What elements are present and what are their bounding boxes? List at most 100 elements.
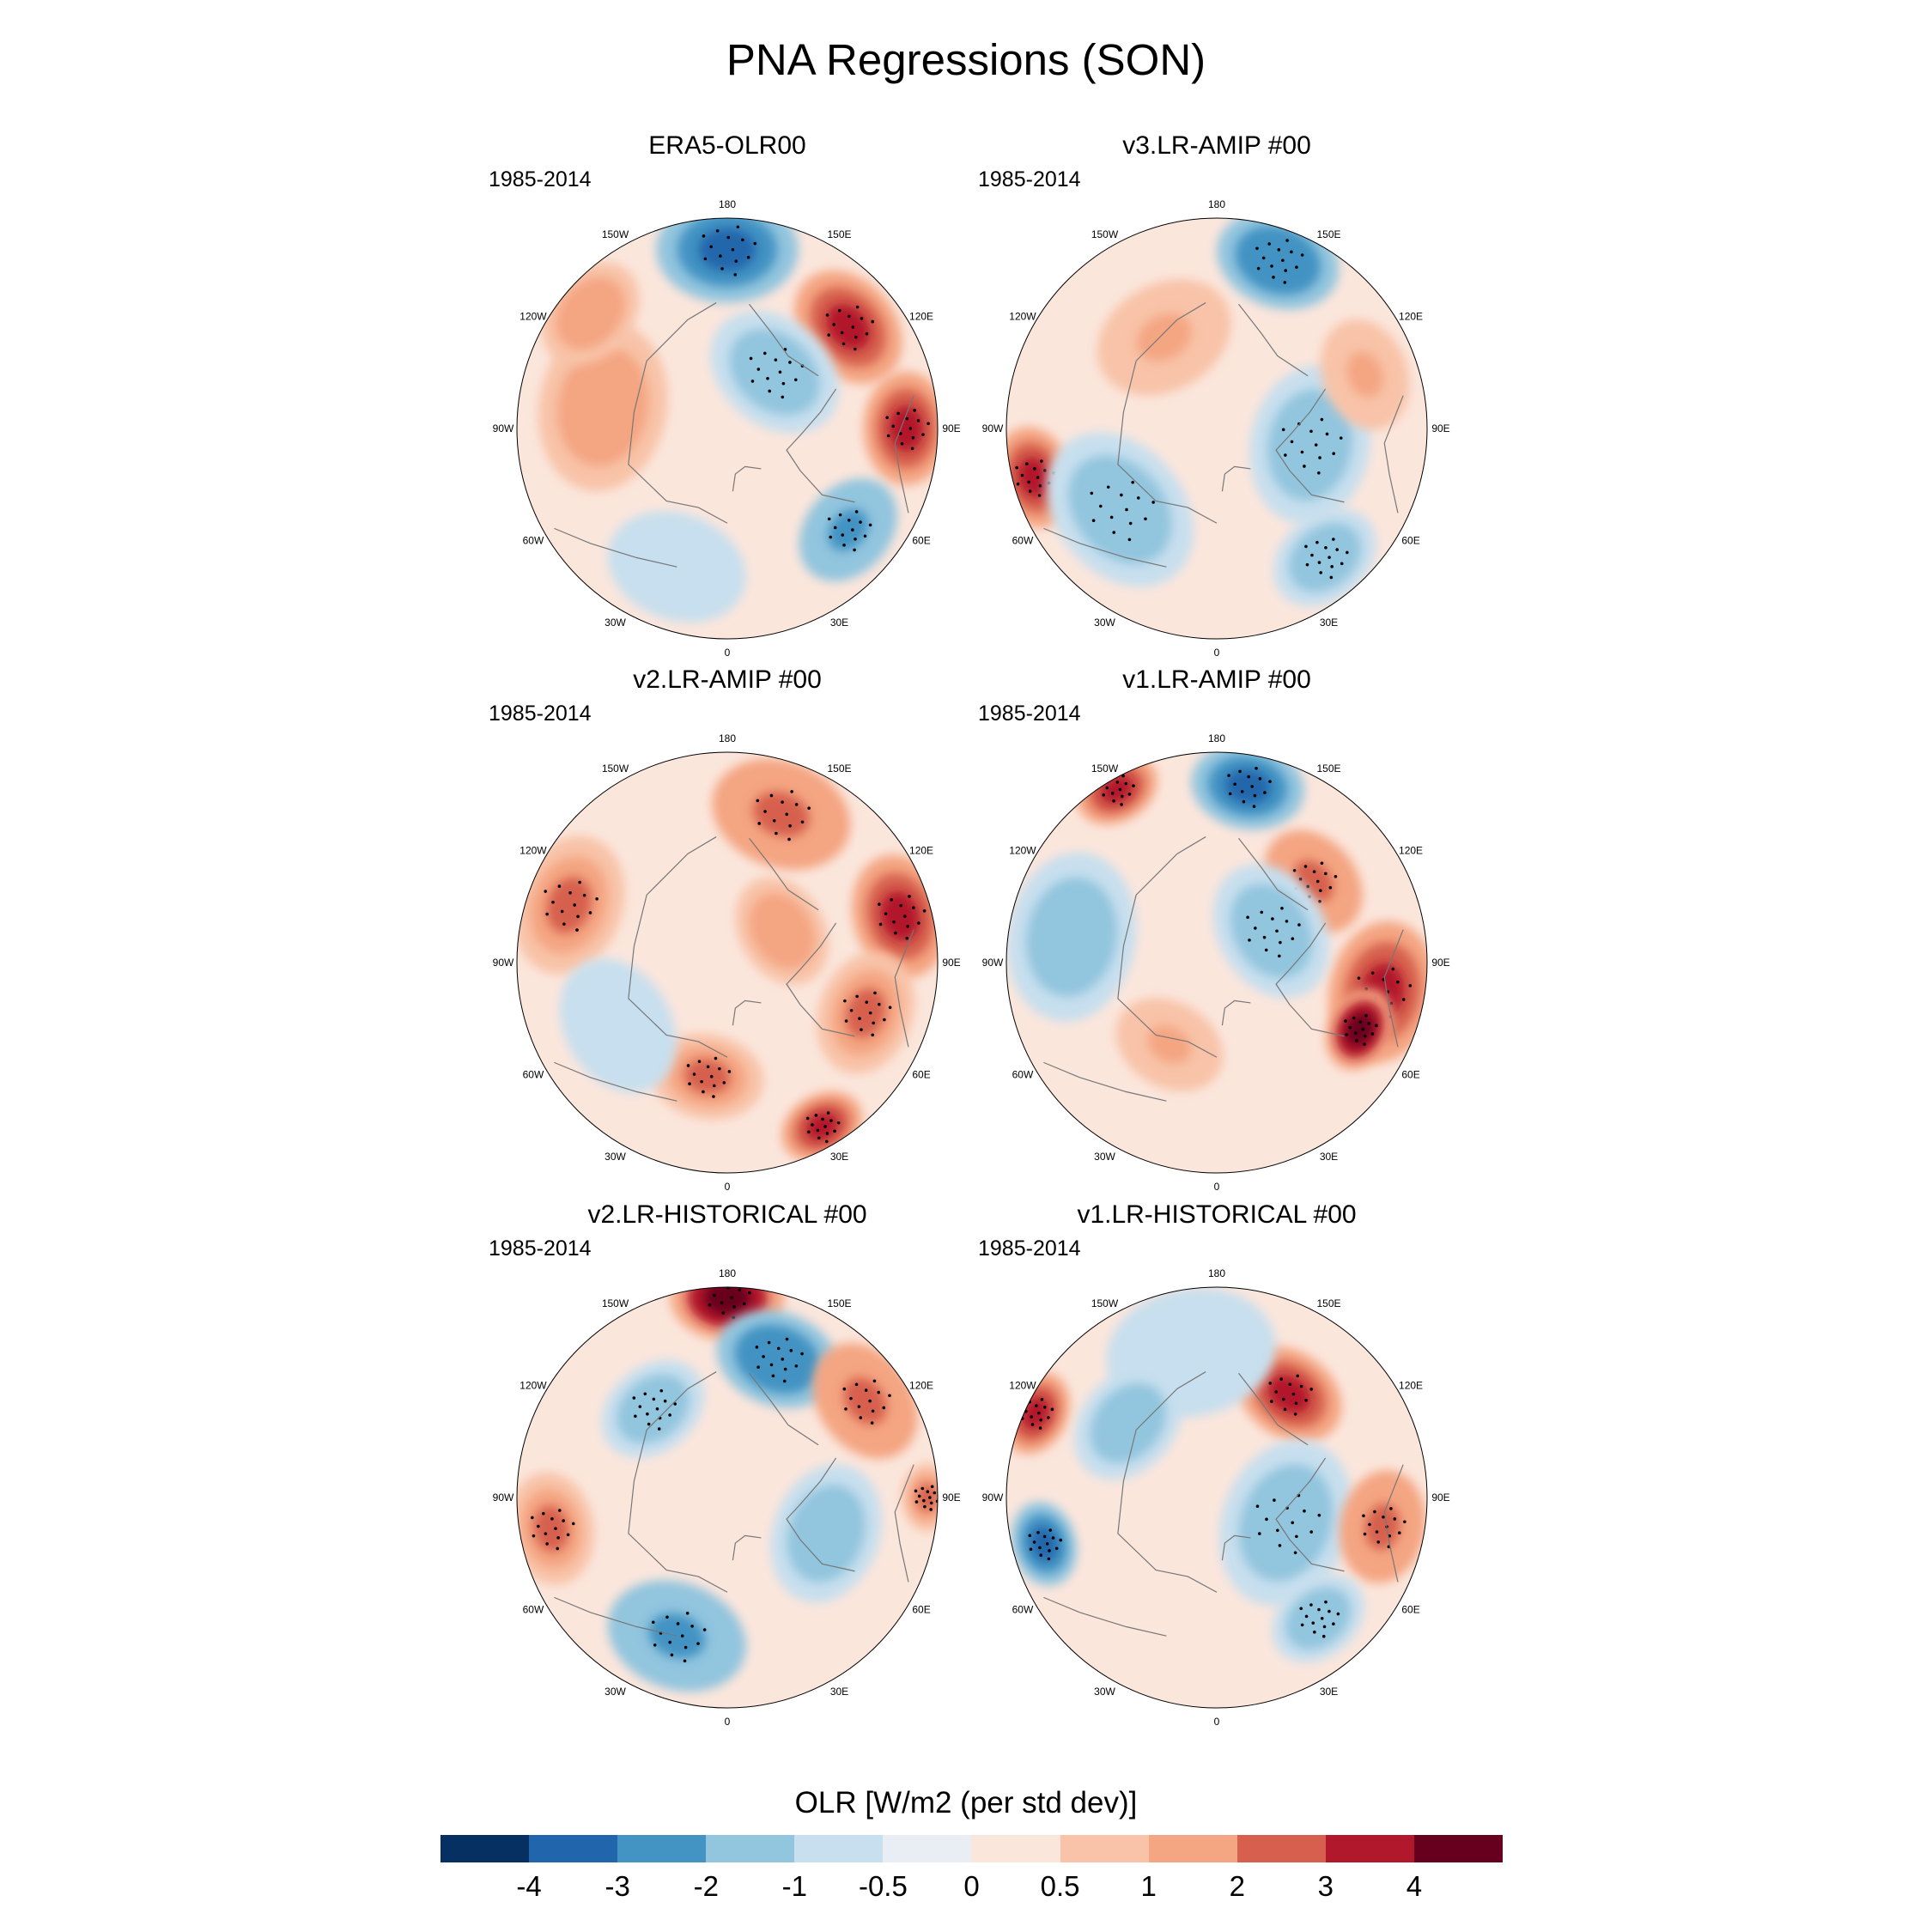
colorbar-tick-label: -1 xyxy=(781,1870,807,1902)
significance-dot xyxy=(1391,967,1395,971)
significance-dot xyxy=(1281,428,1285,432)
significance-dot xyxy=(749,356,753,361)
significance-dot xyxy=(823,1125,827,1128)
anomaly-region xyxy=(576,372,629,441)
significance-dot xyxy=(841,533,845,537)
significance-dot xyxy=(713,1084,716,1088)
significance-dot xyxy=(537,1524,540,1528)
anomaly-region xyxy=(1090,477,1151,542)
longitude-label: 90W xyxy=(982,422,1004,434)
longitude-label: 90E xyxy=(942,422,960,434)
longitude-label: 120W xyxy=(519,1380,547,1392)
significance-dot xyxy=(1268,780,1272,783)
significance-dot xyxy=(1051,1536,1055,1540)
longitude-label: 60E xyxy=(912,535,930,547)
significance-dot xyxy=(568,890,572,895)
significance-dot xyxy=(571,1522,575,1526)
anomaly-region xyxy=(916,1483,938,1512)
anomaly-region xyxy=(828,508,868,551)
significance-dot xyxy=(865,1000,869,1004)
panel-title: v2.LR-HISTORICAL #00 xyxy=(587,1200,867,1229)
figure-title: PNA Regressions (SON) xyxy=(726,35,1206,84)
significance-dot xyxy=(896,411,900,416)
significance-dot xyxy=(763,810,767,813)
panel-title: v1.LR-AMIP #00 xyxy=(1122,665,1311,694)
significance-dot xyxy=(588,911,592,914)
colorbar-swatch xyxy=(617,1835,707,1862)
significance-dot xyxy=(668,1640,672,1644)
significance-dot xyxy=(842,544,846,547)
significance-dot xyxy=(1300,253,1304,257)
significance-dot xyxy=(1319,889,1322,893)
significance-dot xyxy=(1336,1612,1340,1616)
significance-dot xyxy=(891,424,896,428)
longitude-label: 30E xyxy=(1320,1151,1338,1163)
significance-dot xyxy=(926,1490,930,1493)
significance-dot xyxy=(726,235,731,240)
significance-dot xyxy=(933,1491,937,1495)
anomaly-region xyxy=(1045,902,1098,972)
significance-dot xyxy=(753,241,757,246)
significance-dot xyxy=(854,347,857,351)
significance-dot xyxy=(1120,803,1123,806)
significance-dot xyxy=(1309,429,1313,434)
significance-dot xyxy=(646,1412,649,1416)
significance-dot xyxy=(899,903,903,908)
coastline xyxy=(749,837,819,911)
significance-dot xyxy=(762,351,767,355)
significance-dot xyxy=(1370,1032,1375,1036)
significance-dot xyxy=(1353,1031,1358,1035)
significance-dot xyxy=(1260,910,1264,914)
significance-dot xyxy=(1330,565,1334,568)
coastline xyxy=(1383,929,1404,1048)
significance-dot xyxy=(1310,553,1314,557)
significance-dot xyxy=(1274,1390,1279,1394)
significance-dot xyxy=(762,1355,765,1358)
significance-dot xyxy=(878,922,883,927)
significance-dot xyxy=(1309,1603,1313,1607)
longitude-label: 90W xyxy=(493,422,514,434)
anomaly-region xyxy=(1299,1600,1338,1637)
anomaly-region xyxy=(698,228,756,272)
longitude-label: 120W xyxy=(519,311,547,323)
significance-dot xyxy=(1375,1530,1379,1534)
significance-dot xyxy=(542,1511,545,1516)
map-panel: v2.LR-HISTORICAL #00 1985-2014 180 150E 120E… xyxy=(487,1200,968,1738)
significance-dot xyxy=(872,1021,875,1025)
significance-dot xyxy=(1277,248,1281,252)
significance-dot xyxy=(1299,1384,1303,1388)
significance-dot xyxy=(1291,1521,1295,1525)
significance-dot xyxy=(1317,1607,1321,1612)
significance-dot xyxy=(833,1129,836,1133)
longitude-label: 60E xyxy=(1401,535,1419,547)
significance-dot xyxy=(1346,550,1349,555)
significance-dot xyxy=(859,1416,863,1419)
significance-dot xyxy=(655,1406,659,1411)
significance-dot xyxy=(811,1123,814,1127)
significance-dot xyxy=(1032,1540,1036,1544)
panel-title: v3.LR-AMIP #00 xyxy=(1122,131,1311,160)
significance-dot xyxy=(870,1421,874,1425)
anomaly-region xyxy=(805,1112,839,1141)
polar-map: 180 150E 120E 90E 60E 30E 0 30W 60W 90W 120W 150W xyxy=(982,732,1450,1193)
significance-dot xyxy=(1042,1534,1047,1539)
coastline xyxy=(894,395,914,513)
significance-dot xyxy=(1282,1397,1285,1401)
significance-dot xyxy=(1233,782,1236,787)
significance-dot xyxy=(1115,781,1120,784)
colorbar-swatch xyxy=(971,1835,1060,1862)
significance-dot xyxy=(883,1018,886,1022)
significance-dot xyxy=(545,1542,549,1546)
anomaly-region xyxy=(648,1613,706,1659)
significance-dot xyxy=(1357,976,1361,980)
anomaly-region xyxy=(1303,537,1346,578)
significance-dot xyxy=(697,1060,702,1064)
significance-dot xyxy=(1291,937,1295,941)
significance-dot xyxy=(1304,1398,1308,1402)
significance-dot xyxy=(1376,1540,1381,1544)
anomaly-region xyxy=(1285,412,1335,477)
significance-dot xyxy=(686,1064,690,1067)
coastline xyxy=(1117,302,1218,524)
significance-dot xyxy=(842,1387,847,1391)
significance-dot xyxy=(902,914,907,918)
